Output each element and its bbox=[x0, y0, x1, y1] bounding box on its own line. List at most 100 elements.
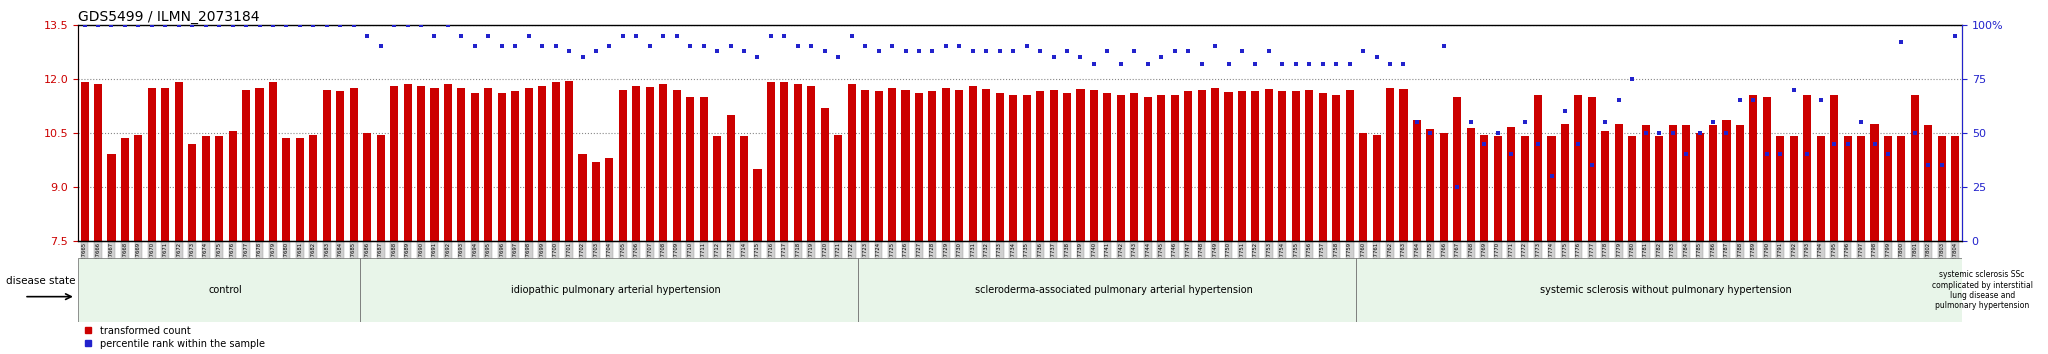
Point bbox=[1413, 130, 1446, 136]
Point bbox=[500, 44, 532, 49]
Point bbox=[1696, 119, 1729, 125]
Bar bbox=[1157, 95, 1165, 241]
Bar bbox=[106, 154, 115, 241]
Point bbox=[971, 48, 1004, 53]
Point bbox=[176, 22, 209, 28]
Point bbox=[1065, 54, 1098, 60]
Bar bbox=[807, 86, 815, 241]
Point bbox=[1401, 119, 1434, 125]
Bar bbox=[1681, 125, 1690, 241]
Point bbox=[633, 44, 666, 49]
Point bbox=[1657, 130, 1690, 136]
Point bbox=[1186, 61, 1219, 67]
Bar bbox=[1587, 97, 1595, 241]
Point bbox=[553, 48, 586, 53]
Bar bbox=[1077, 89, 1085, 241]
Point bbox=[1051, 48, 1083, 53]
Point bbox=[229, 22, 262, 28]
Bar bbox=[1116, 95, 1124, 241]
Bar bbox=[1925, 125, 1933, 241]
Point bbox=[1548, 108, 1581, 114]
Bar bbox=[1507, 127, 1516, 241]
Bar bbox=[901, 90, 909, 241]
Bar bbox=[512, 91, 520, 241]
Point bbox=[1442, 184, 1475, 189]
Bar bbox=[739, 136, 748, 241]
Bar bbox=[1143, 97, 1151, 241]
Bar bbox=[834, 135, 842, 241]
Bar bbox=[94, 84, 102, 241]
Bar bbox=[162, 88, 170, 241]
Bar bbox=[471, 93, 479, 241]
Bar bbox=[1022, 95, 1030, 241]
Bar bbox=[1413, 120, 1421, 241]
Bar bbox=[1534, 95, 1542, 241]
Point bbox=[1751, 152, 1784, 157]
Bar bbox=[524, 88, 532, 241]
Point bbox=[162, 22, 195, 28]
Point bbox=[1804, 97, 1837, 103]
Bar bbox=[1896, 136, 1905, 241]
Bar bbox=[1305, 90, 1313, 241]
Bar bbox=[1331, 95, 1339, 241]
Point bbox=[1913, 162, 1946, 168]
Bar bbox=[780, 82, 788, 241]
Bar bbox=[1104, 93, 1112, 241]
Point bbox=[903, 48, 936, 53]
Point bbox=[997, 48, 1030, 53]
Point bbox=[1348, 48, 1380, 53]
Bar bbox=[1749, 95, 1757, 241]
Point bbox=[1360, 54, 1393, 60]
Bar bbox=[954, 90, 963, 241]
Bar bbox=[1356, 258, 1962, 322]
Point bbox=[1253, 48, 1286, 53]
Bar bbox=[350, 88, 358, 241]
Bar bbox=[915, 93, 924, 241]
Bar bbox=[268, 82, 276, 241]
Point bbox=[1589, 119, 1622, 125]
Text: control: control bbox=[209, 285, 244, 295]
Point bbox=[1819, 141, 1851, 146]
Bar bbox=[201, 136, 209, 241]
Point bbox=[1145, 54, 1178, 60]
Bar bbox=[1722, 120, 1731, 241]
Point bbox=[795, 44, 827, 49]
Bar bbox=[1708, 125, 1716, 241]
Point bbox=[539, 44, 571, 49]
Point bbox=[418, 33, 451, 38]
Bar bbox=[377, 135, 385, 241]
Bar bbox=[1386, 88, 1395, 241]
Bar bbox=[766, 82, 774, 241]
Text: GDS5499 / ILMN_2073184: GDS5499 / ILMN_2073184 bbox=[78, 10, 260, 24]
Point bbox=[459, 44, 492, 49]
Bar bbox=[444, 84, 453, 241]
Bar bbox=[928, 91, 936, 241]
Bar bbox=[147, 88, 156, 241]
Point bbox=[1036, 54, 1069, 60]
Bar bbox=[795, 84, 803, 241]
Point bbox=[565, 54, 598, 60]
Point bbox=[848, 44, 881, 49]
Bar bbox=[336, 91, 344, 241]
Bar bbox=[1642, 125, 1651, 241]
Point bbox=[1307, 61, 1339, 67]
Bar bbox=[283, 138, 291, 241]
Point bbox=[283, 22, 315, 28]
Text: disease state: disease state bbox=[6, 276, 76, 286]
Point bbox=[1522, 141, 1554, 146]
Bar bbox=[1831, 95, 1839, 241]
Bar bbox=[1372, 135, 1380, 241]
Bar bbox=[727, 115, 735, 241]
Point bbox=[1831, 141, 1864, 146]
Point bbox=[256, 22, 289, 28]
Point bbox=[1130, 61, 1163, 67]
Bar bbox=[1010, 95, 1018, 241]
Bar bbox=[1454, 97, 1462, 241]
Point bbox=[94, 22, 127, 28]
Point bbox=[1602, 97, 1634, 103]
Point bbox=[647, 33, 680, 38]
Bar bbox=[659, 84, 668, 241]
Point bbox=[1563, 141, 1595, 146]
Point bbox=[203, 22, 236, 28]
Bar bbox=[78, 258, 360, 322]
